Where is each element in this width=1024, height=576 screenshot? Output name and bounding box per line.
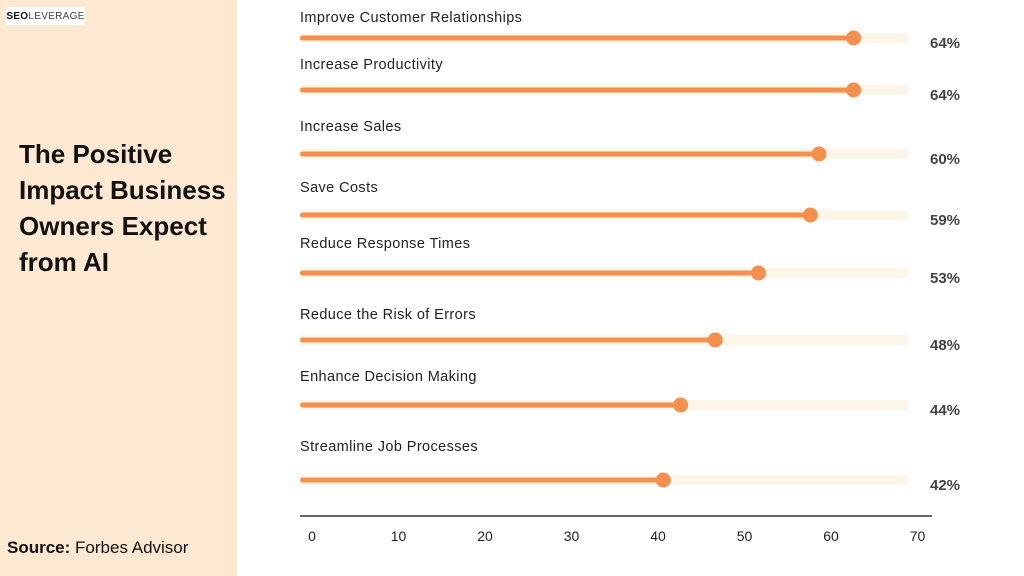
source-credit: Source: Forbes Advisor <box>7 538 188 558</box>
x-tick-label: 60 <box>823 528 839 544</box>
value-label: 42% <box>930 477 960 494</box>
value-label: 64% <box>930 87 960 104</box>
value-label: 64% <box>930 35 960 52</box>
source-value: Forbes Advisor <box>75 538 189 557</box>
bar-end-marker <box>707 332 723 348</box>
source-label: Source: <box>7 538 71 557</box>
bar <box>300 212 811 218</box>
category-label: Reduce the Risk of Errors <box>300 307 476 323</box>
chart-title: The Positive Impact Business Owners Expe… <box>19 139 226 277</box>
bar-end-marker <box>846 30 862 46</box>
bar-end-marker <box>846 82 862 98</box>
left-panel: SEO LEVERAGE The Positive Impact Business… <box>0 0 237 576</box>
bar <box>300 402 681 408</box>
brand-logo: SEO LEVERAGE <box>6 7 85 25</box>
x-tick-label: 0 <box>308 528 316 544</box>
x-tick-label: 20 <box>477 528 493 544</box>
logo-text-bold: SEO <box>6 10 29 22</box>
bar <box>300 477 664 483</box>
bar-end-marker <box>811 146 827 162</box>
bar-end-marker <box>802 207 818 223</box>
value-label: 53% <box>930 270 960 287</box>
x-tick-label: 70 <box>910 528 926 544</box>
x-tick-label: 30 <box>564 528 580 544</box>
category-label: Streamline Job Processes <box>300 439 478 455</box>
category-label: Reduce Response Times <box>300 236 470 252</box>
value-label: 44% <box>930 402 960 419</box>
bar-end-marker <box>655 472 671 488</box>
value-label: 59% <box>930 212 960 229</box>
bar <box>300 151 819 157</box>
category-label: Increase Sales <box>300 119 402 135</box>
value-label: 48% <box>930 337 960 354</box>
bar-end-marker <box>673 397 689 413</box>
x-tick-label: 10 <box>391 528 407 544</box>
bar <box>300 87 854 93</box>
x-tick-label: 50 <box>737 528 753 544</box>
bar <box>300 337 716 343</box>
bar <box>300 35 854 41</box>
logo-text-light: LEVERAGE <box>28 10 85 22</box>
category-label: Increase Productivity <box>300 57 443 73</box>
category-label: Save Costs <box>300 180 378 196</box>
bar <box>300 270 759 276</box>
bar-end-marker <box>750 265 766 281</box>
category-label: Enhance Decision Making <box>300 369 477 385</box>
x-tick-label: 40 <box>650 528 666 544</box>
category-label: Improve Customer Relationships <box>300 10 522 26</box>
value-label: 60% <box>930 151 960 168</box>
